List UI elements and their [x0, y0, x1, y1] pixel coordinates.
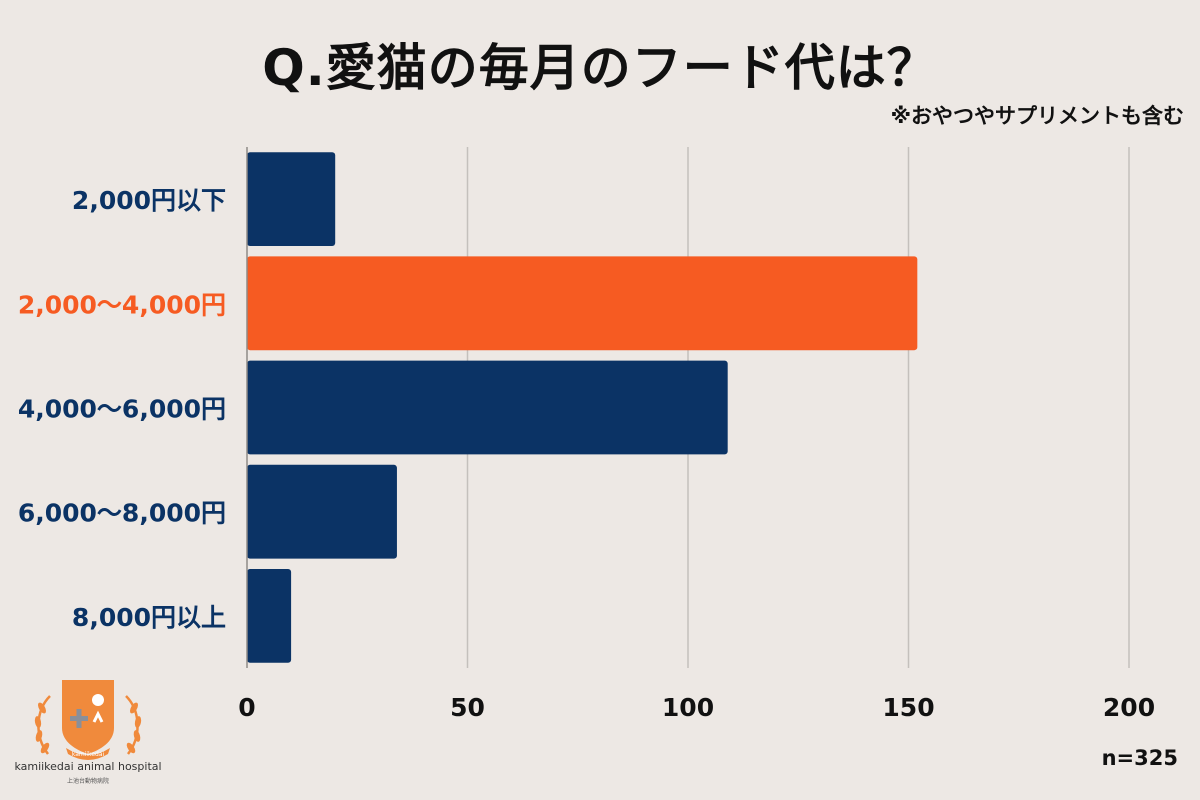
- x-tick-label: 200: [1103, 693, 1155, 722]
- sample-size-label: n=325: [1101, 746, 1178, 770]
- hospital-logo: kamiikedai: [34, 680, 142, 760]
- bar: [247, 256, 918, 351]
- category-label: 2,000円以下: [72, 186, 226, 215]
- bar: [247, 569, 292, 663]
- chart-title: Q.愛猫の毎月のフード代は？: [262, 39, 938, 97]
- x-tick-label: 150: [882, 693, 934, 722]
- hospital-name-jp: 上池台動物病院: [66, 778, 109, 785]
- category-label: 4,000〜6,000円: [18, 395, 226, 424]
- category-label: 8,000円以上: [72, 603, 226, 632]
- chart-subtitle-note: ※おやつやサプリメントも含む: [890, 104, 1184, 128]
- bar: [247, 360, 728, 455]
- x-tick-label: 0: [238, 693, 255, 722]
- bar: [247, 152, 336, 246]
- category-label: 6,000〜8,000円: [18, 499, 226, 528]
- bar: [247, 464, 397, 559]
- hospital-name: kamiikedai animal hospital: [14, 760, 162, 773]
- category-label: 2,000〜4,000円: [18, 290, 226, 319]
- cross-icon: [70, 709, 88, 728]
- logo-badge-text: kamiikedai: [72, 751, 105, 758]
- x-tick-label: 100: [662, 693, 714, 722]
- x-tick-label: 50: [450, 693, 485, 722]
